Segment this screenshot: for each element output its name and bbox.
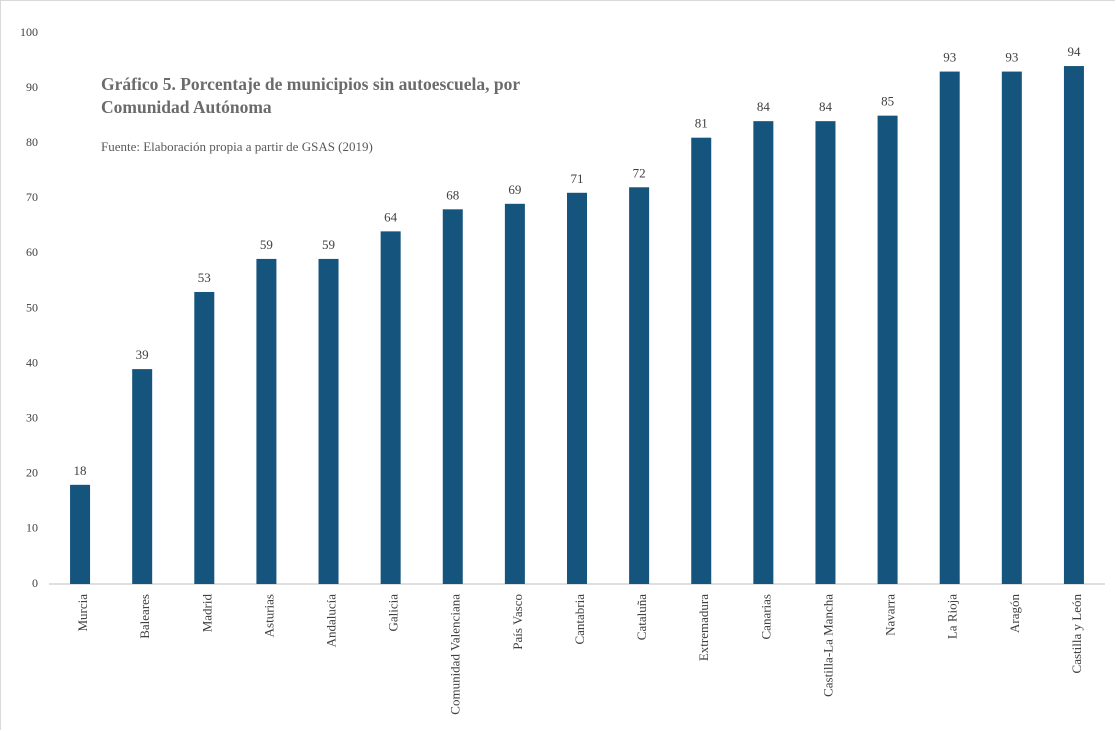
x-tick-label: Castilla-La Mancha [820, 594, 835, 697]
x-tick-label: Canarias [758, 594, 773, 639]
data-label: 69 [508, 182, 521, 197]
y-tick-label: 20 [26, 466, 38, 480]
bar [629, 187, 650, 584]
chart-source: Fuente: Elaboración propia a partir de G… [101, 139, 373, 154]
bar [753, 121, 774, 584]
x-tick-label: Baleares [137, 594, 152, 639]
bar [815, 121, 836, 584]
data-label: 81 [695, 116, 708, 131]
x-tick-label: Castilla y León [1069, 594, 1084, 674]
data-label: 39 [136, 347, 149, 362]
y-tick-label: 40 [26, 355, 38, 369]
x-tick-label: Cantabria [572, 594, 587, 645]
y-tick-label: 100 [20, 25, 38, 39]
bar [504, 203, 525, 584]
x-tick-label: Cataluña [634, 594, 649, 640]
bar [256, 258, 277, 584]
x-tick-label: Aragón [1007, 594, 1022, 633]
data-label: 53 [198, 270, 211, 285]
data-label: 84 [819, 99, 833, 114]
data-label: 59 [260, 237, 273, 252]
data-label: 59 [322, 237, 335, 252]
x-tick-label: Andalucía [324, 594, 339, 648]
y-tick-label: 30 [26, 410, 38, 424]
data-label: 85 [881, 94, 894, 109]
bar [691, 137, 712, 584]
x-tick-label: Madrid [199, 594, 214, 633]
data-label: 72 [633, 165, 646, 180]
data-label: 71 [571, 171, 584, 186]
bar [380, 231, 401, 585]
bar [318, 258, 339, 584]
bar [939, 71, 960, 584]
x-tick-label: Asturias [261, 594, 276, 637]
y-tick-label: 0 [32, 576, 38, 590]
bar [132, 369, 153, 584]
data-label: 93 [943, 50, 956, 65]
y-tick-label: 90 [26, 80, 38, 94]
data-label: 18 [74, 463, 87, 478]
data-label: 84 [757, 99, 771, 114]
x-tick-label: Extremadura [696, 594, 711, 661]
bar [70, 484, 91, 584]
data-label: 68 [446, 187, 459, 202]
x-tick-label: País Vasco [510, 594, 525, 650]
bar [877, 115, 898, 585]
y-tick-label: 80 [26, 135, 38, 149]
x-tick-label: Murcia [75, 594, 90, 632]
data-label: 64 [384, 209, 398, 224]
data-label: 94 [1067, 44, 1081, 59]
bar [194, 291, 215, 584]
y-tick-label: 70 [26, 190, 38, 204]
y-tick-label: 10 [26, 521, 38, 535]
x-tick-label: Comunidad Valenciana [448, 594, 463, 715]
x-tick-label: Galicia [386, 594, 401, 632]
bar [1001, 71, 1022, 584]
y-tick-label: 60 [26, 245, 38, 259]
data-label: 93 [1005, 50, 1018, 65]
y-tick-label: 50 [26, 300, 38, 314]
bar [1063, 66, 1084, 584]
x-tick-label: La Rioja [945, 594, 960, 639]
bar [442, 209, 463, 584]
chart-title: Gráfico 5. Porcentaje de municipios sin … [101, 74, 520, 117]
x-tick-label: Navarra [883, 594, 898, 636]
bar [567, 192, 587, 585]
